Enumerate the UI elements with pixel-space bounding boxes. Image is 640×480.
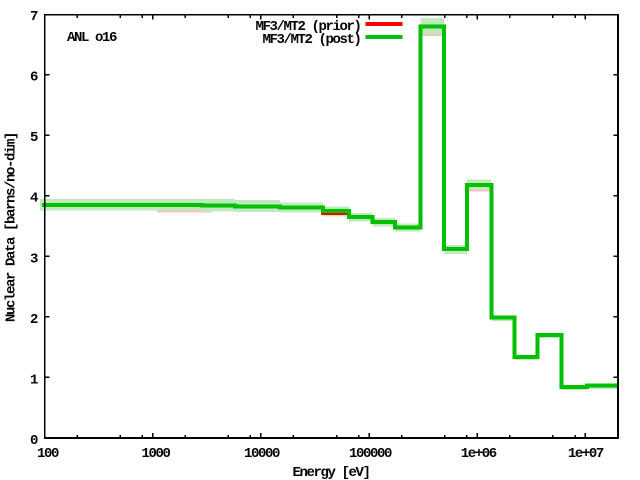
svg-text:1: 1 <box>30 372 38 388</box>
svg-text:Nuclear Data [barns/no-dim]: Nuclear Data [barns/no-dim] <box>4 133 20 322</box>
svg-text:ANL o16: ANL o16 <box>67 30 117 46</box>
svg-text:0: 0 <box>30 433 38 449</box>
svg-text:2: 2 <box>30 312 38 328</box>
svg-text:10000: 10000 <box>244 446 280 462</box>
svg-text:5: 5 <box>30 130 38 146</box>
svg-text:3: 3 <box>30 251 38 267</box>
svg-text:1000: 1000 <box>141 446 170 462</box>
svg-text:MF3/MT2 (prior): MF3/MT2 (prior) <box>255 19 360 35</box>
svg-text:4: 4 <box>30 191 38 207</box>
svg-text:6: 6 <box>30 70 38 86</box>
svg-text:1e+06: 1e+06 <box>461 446 497 462</box>
svg-text:Energy [eV]: Energy [eV] <box>292 465 369 480</box>
svg-text:7: 7 <box>30 9 38 25</box>
svg-text:MF3/MT2 (post): MF3/MT2 (post) <box>262 32 360 48</box>
svg-text:100: 100 <box>37 446 59 462</box>
svg-text:1e+07: 1e+07 <box>568 446 604 462</box>
svg-text:100000: 100000 <box>349 446 392 462</box>
